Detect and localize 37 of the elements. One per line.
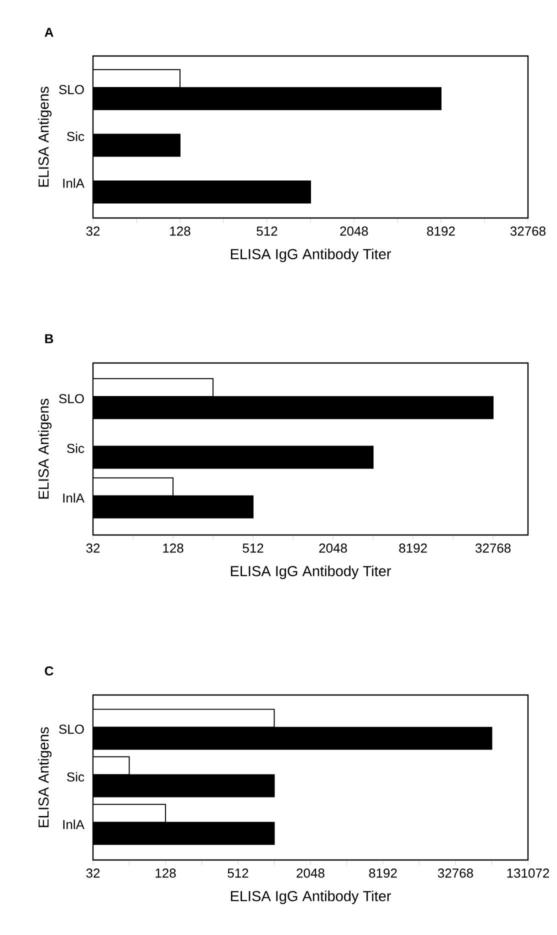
x-tick-label: 32768 xyxy=(438,868,473,878)
y-axis-title: ELISA Antigens xyxy=(38,398,52,499)
x-axis-title: ELISA IgG Antibody Titer xyxy=(230,248,391,262)
x-tick-label: 8192 xyxy=(369,868,397,878)
x-tick-label: 131072 xyxy=(507,868,550,878)
x-tick-label: 2048 xyxy=(319,544,347,553)
y-tick-label: InlA xyxy=(63,178,84,188)
y-tick-label: InlA xyxy=(63,820,84,830)
chart-title: A xyxy=(44,28,54,37)
x-tick-label: 8192 xyxy=(427,226,455,236)
x-tick-label: 8192 xyxy=(399,544,427,553)
y-axis-title: ELISA Antigens xyxy=(38,86,52,187)
y-tick-label: InlA xyxy=(63,493,84,503)
x-tick-label: 512 xyxy=(228,868,248,878)
y-tick-label: SLO xyxy=(59,85,84,94)
x-axis-title: ELISA IgG Antibody Titer xyxy=(230,890,391,904)
x-tick-label: 32 xyxy=(86,226,100,236)
x-tick-label: 2048 xyxy=(296,868,324,878)
x-tick-label: 128 xyxy=(156,868,176,878)
x-tick-label: 512 xyxy=(256,226,278,236)
y-tick-label: Sic xyxy=(67,772,84,782)
y-tick-label: SLO xyxy=(59,724,84,734)
x-tick-label: 128 xyxy=(163,544,184,553)
y-tick-label: Sic xyxy=(67,443,84,454)
x-tick-label: 128 xyxy=(170,226,190,236)
chart-title: B xyxy=(45,334,54,344)
x-tick-label: 32 xyxy=(86,544,100,553)
x-tick-label: 32768 xyxy=(476,544,511,553)
y-tick-label: SLO xyxy=(59,394,84,404)
x-tick-label: 512 xyxy=(242,544,264,553)
x-tick-label: 32768 xyxy=(510,226,546,236)
y-tick-label: Sic xyxy=(67,132,84,142)
x-tick-label: 32 xyxy=(86,868,100,878)
x-tick-label: 2048 xyxy=(340,226,368,236)
chart-title: C xyxy=(44,666,54,676)
y-axis-title: ELISA Antigens xyxy=(38,727,52,828)
x-axis-title: ELISA IgG Antibody Titer xyxy=(230,566,391,580)
